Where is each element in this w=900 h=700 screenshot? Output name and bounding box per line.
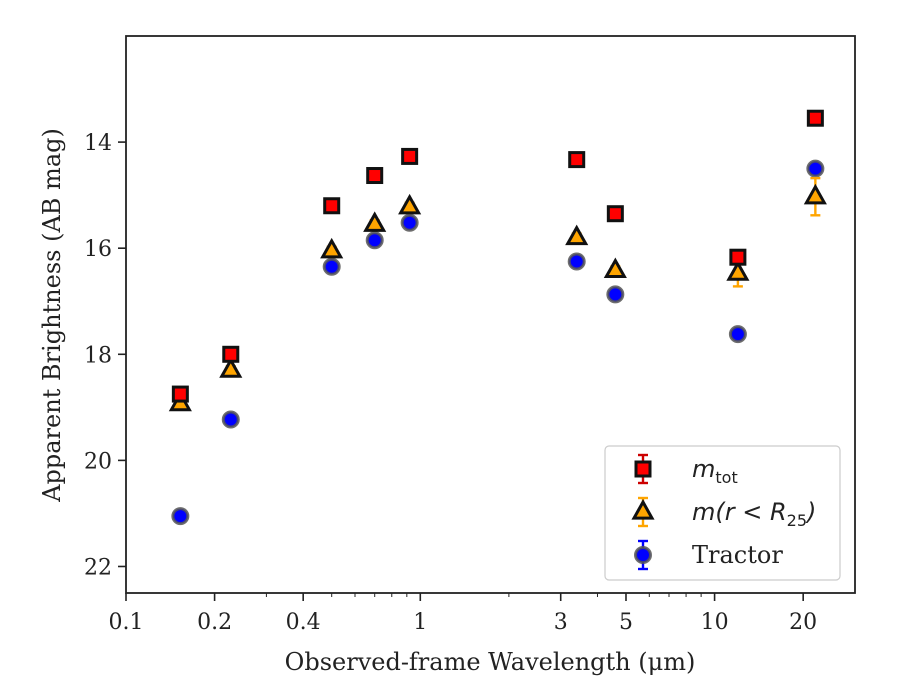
y-tick-label: 22 [84,555,112,580]
data-point-triangle [565,224,589,246]
x-tick-label: 0.2 [197,610,232,635]
y-tick-label: 16 [84,237,112,262]
series-markers [168,109,827,526]
axes-ticks: 0.1 0.2 0.4 1 3 5 10 20 14 16 18 20 22 [84,131,817,635]
data-point-circle [171,507,190,526]
series-triangle [168,176,827,412]
y-tick-label: 14 [84,131,112,156]
data-point-square [806,109,824,127]
legend-entry-m-r25: m(r < R25) [692,498,816,530]
data-point-square [568,151,586,169]
y-tick-label: 18 [84,343,112,368]
data-point-triangle [803,183,827,205]
data-point-triangle [363,211,387,232]
data-point-square [222,345,240,363]
legend-marker-triangle [631,499,655,520]
data-point-square [729,248,747,266]
legend-markers [631,453,655,571]
series-square [171,109,824,403]
legend-box [604,445,841,581]
data-point-triangle [603,257,627,279]
data-point-circle [322,257,341,276]
x-tick-label: 20 [789,610,817,635]
data-point-square [323,197,341,215]
x-tick-label: 10 [701,610,729,635]
data-point-triangle [398,193,422,215]
x-axis-label: Observed-frame Wavelength (μm) [285,648,696,676]
series-circle [171,159,825,526]
legend-entry-mtot: mtot [692,455,738,487]
x-tick-label: 1 [413,610,427,635]
x-tick-label: 0.1 [109,610,144,635]
data-point-circle [221,410,240,429]
legend-marker-circle [634,546,652,564]
data-point-circle [806,159,825,178]
y-axis-label: Apparent Brightness (AB mag) [38,128,66,503]
data-point-circle [728,325,747,344]
data-point-triangle [320,237,344,259]
data-point-circle [567,252,586,271]
legend-marker-square [634,460,652,478]
data-point-triangle [726,260,750,281]
legend: mtot m(r < R25) Tractor [604,445,841,581]
legend-entry-tractor: Tractor [692,541,783,569]
data-point-square [366,167,384,185]
x-tick-label: 0.4 [286,610,321,635]
data-point-triangle [219,357,243,378]
x-tick-label: 5 [619,610,633,635]
data-point-square [171,385,189,403]
data-point-circle [400,213,419,232]
data-point-square [401,147,419,165]
y-tick-label: 20 [84,449,112,474]
data-point-circle [365,231,384,250]
plot-frame [125,35,856,594]
data-point-circle [606,285,625,304]
x-tick-label: 3 [554,610,568,635]
data-point-square [606,205,624,223]
